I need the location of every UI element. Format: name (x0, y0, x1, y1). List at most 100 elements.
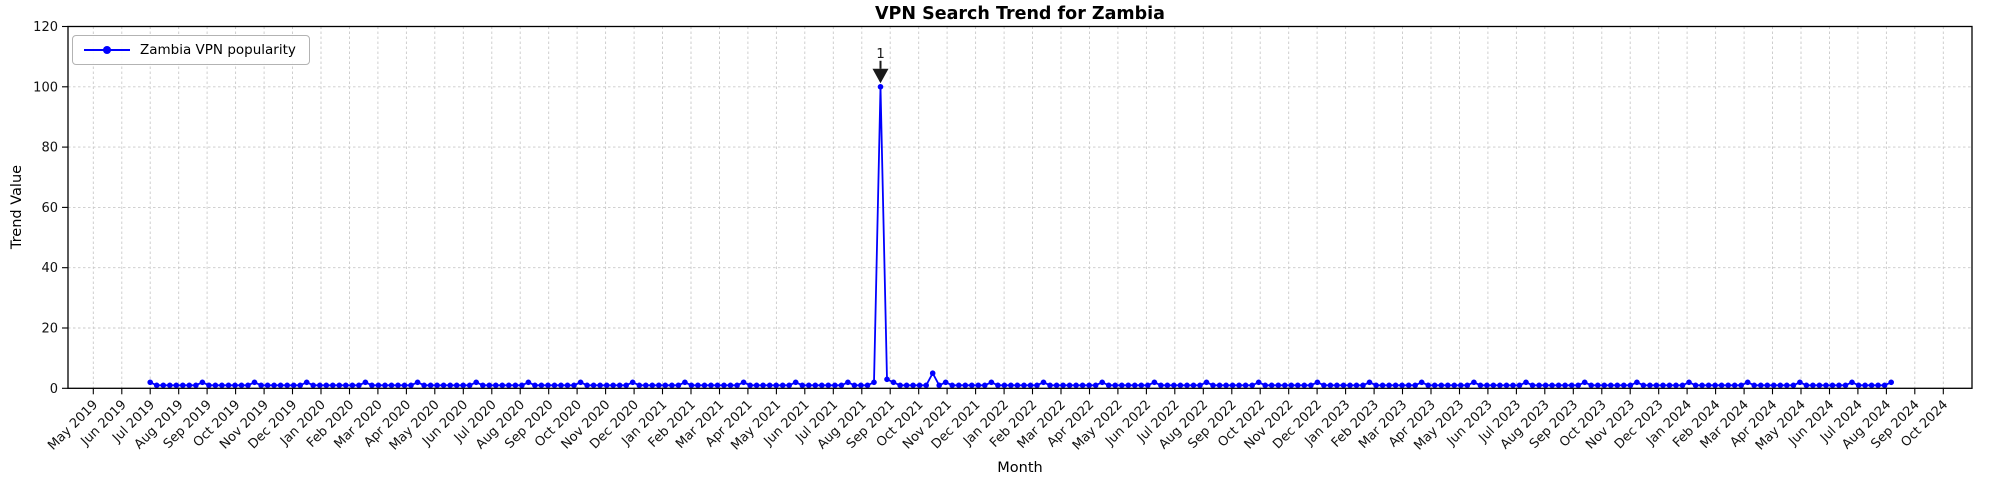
data-point (1249, 382, 1255, 389)
data-point (421, 382, 427, 389)
data-point (584, 382, 590, 389)
data-point (897, 382, 903, 389)
data-point (903, 382, 910, 389)
data-point (1497, 382, 1503, 389)
data-point (1386, 382, 1392, 389)
data-point (388, 382, 395, 389)
data-point (349, 382, 356, 389)
data-point (962, 382, 969, 389)
data-point (525, 379, 532, 386)
data-point (1308, 382, 1314, 389)
data-point (825, 382, 832, 389)
data-point (251, 379, 258, 386)
data-point (1138, 382, 1145, 389)
data-point (382, 382, 388, 389)
data-point (558, 382, 564, 389)
data-point (779, 382, 786, 389)
data-point (662, 382, 669, 389)
data-point (688, 382, 695, 389)
data-point (1008, 382, 1014, 389)
data-point (232, 382, 238, 389)
data-point (1014, 382, 1021, 389)
data-point (277, 382, 284, 389)
data-point (1503, 382, 1510, 389)
data-point (747, 382, 753, 389)
data-point (284, 382, 291, 389)
data-point (1425, 382, 1431, 389)
data-point (1640, 382, 1647, 389)
data-point (1744, 379, 1751, 386)
annotation-arrow-head (872, 68, 889, 84)
data-point (532, 382, 538, 389)
data-point (708, 382, 714, 389)
data-point (636, 382, 643, 389)
data-point (330, 382, 336, 389)
data-point (1568, 382, 1575, 389)
data-point (571, 382, 577, 389)
data-point (695, 382, 701, 389)
data-point (1751, 382, 1757, 389)
data-point (1216, 382, 1223, 389)
data-point (173, 382, 180, 389)
data-point (819, 382, 825, 389)
data-point (519, 382, 525, 389)
data-point (199, 379, 206, 386)
data-point (734, 382, 740, 389)
data-point (1634, 379, 1640, 386)
y-tick-label: 80 (41, 141, 58, 156)
data-point (1588, 382, 1594, 389)
data-point (1321, 382, 1327, 389)
data-point (1523, 379, 1529, 386)
data-point (212, 382, 219, 389)
data-point (1373, 382, 1379, 389)
data-point (193, 382, 199, 389)
data-point (1223, 382, 1229, 389)
data-point (1614, 382, 1621, 389)
data-point (453, 382, 460, 389)
data-point (975, 382, 982, 389)
data-point (1660, 382, 1666, 389)
data-point (447, 382, 454, 389)
data-point (336, 382, 343, 389)
data-point (623, 382, 629, 389)
data-point (1190, 382, 1197, 389)
data-point (1268, 382, 1275, 389)
data-point (1705, 382, 1712, 389)
data-point (147, 379, 153, 386)
data-point (1601, 382, 1608, 389)
data-point (1073, 382, 1079, 389)
data-point (799, 382, 806, 389)
data-point (1692, 382, 1699, 389)
data-point (1353, 382, 1360, 389)
data-point (225, 382, 232, 389)
data-point (714, 382, 721, 389)
data-point (264, 382, 271, 389)
data-point (740, 379, 747, 386)
data-point (1471, 379, 1477, 386)
data-point (1875, 382, 1881, 389)
data-point (186, 382, 193, 389)
data-point (1158, 382, 1164, 389)
data-point (1405, 382, 1412, 389)
data-point (1784, 382, 1790, 389)
data-point (629, 379, 636, 386)
data-point (1229, 382, 1236, 389)
data-point (1053, 382, 1060, 389)
legend-label: Zambia VPN popularity (140, 42, 296, 58)
data-point (238, 382, 245, 389)
data-point (1301, 382, 1308, 389)
data-point (1066, 382, 1073, 389)
data-point (499, 382, 506, 389)
data-point (1366, 379, 1373, 386)
data-point (1581, 379, 1588, 386)
data-point (1347, 382, 1353, 389)
data-point (1379, 382, 1386, 389)
data-point (395, 382, 401, 389)
data-point (1764, 382, 1771, 389)
data-point (701, 382, 708, 389)
data-point (851, 382, 858, 389)
data-point (649, 382, 656, 389)
data-point (597, 382, 603, 389)
data-point (669, 382, 675, 389)
